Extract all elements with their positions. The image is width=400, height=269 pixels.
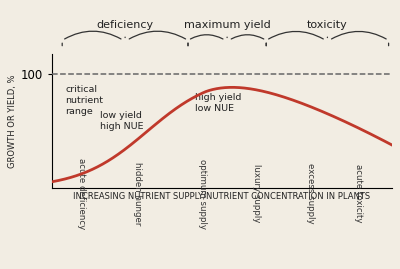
Text: deficiency: deficiency [96, 20, 154, 30]
Text: excess supply: excess supply [306, 163, 316, 224]
Text: maximum yield: maximum yield [184, 20, 270, 30]
Text: acute deficiency: acute deficiency [77, 158, 86, 229]
X-axis label: INCREASING NUTRIENT SUPPLY/NUTRIENT CONCENTRATION IN PLANTS: INCREASING NUTRIENT SUPPLY/NUTRIENT CONC… [74, 191, 370, 200]
Text: hidden hunger: hidden hunger [133, 162, 142, 225]
Text: optimum supply: optimum supply [198, 159, 207, 229]
Text: high yield
low NUE: high yield low NUE [195, 93, 241, 113]
Y-axis label: GROWTH OR YIELD, %: GROWTH OR YIELD, % [8, 74, 16, 168]
Text: luxury supply: luxury supply [252, 164, 261, 223]
Text: low yield
high NUE: low yield high NUE [100, 111, 143, 131]
Text: toxicity: toxicity [307, 20, 348, 30]
Text: acute toxicity: acute toxicity [354, 164, 363, 223]
Text: critical
nutrient
range: critical nutrient range [66, 84, 104, 116]
